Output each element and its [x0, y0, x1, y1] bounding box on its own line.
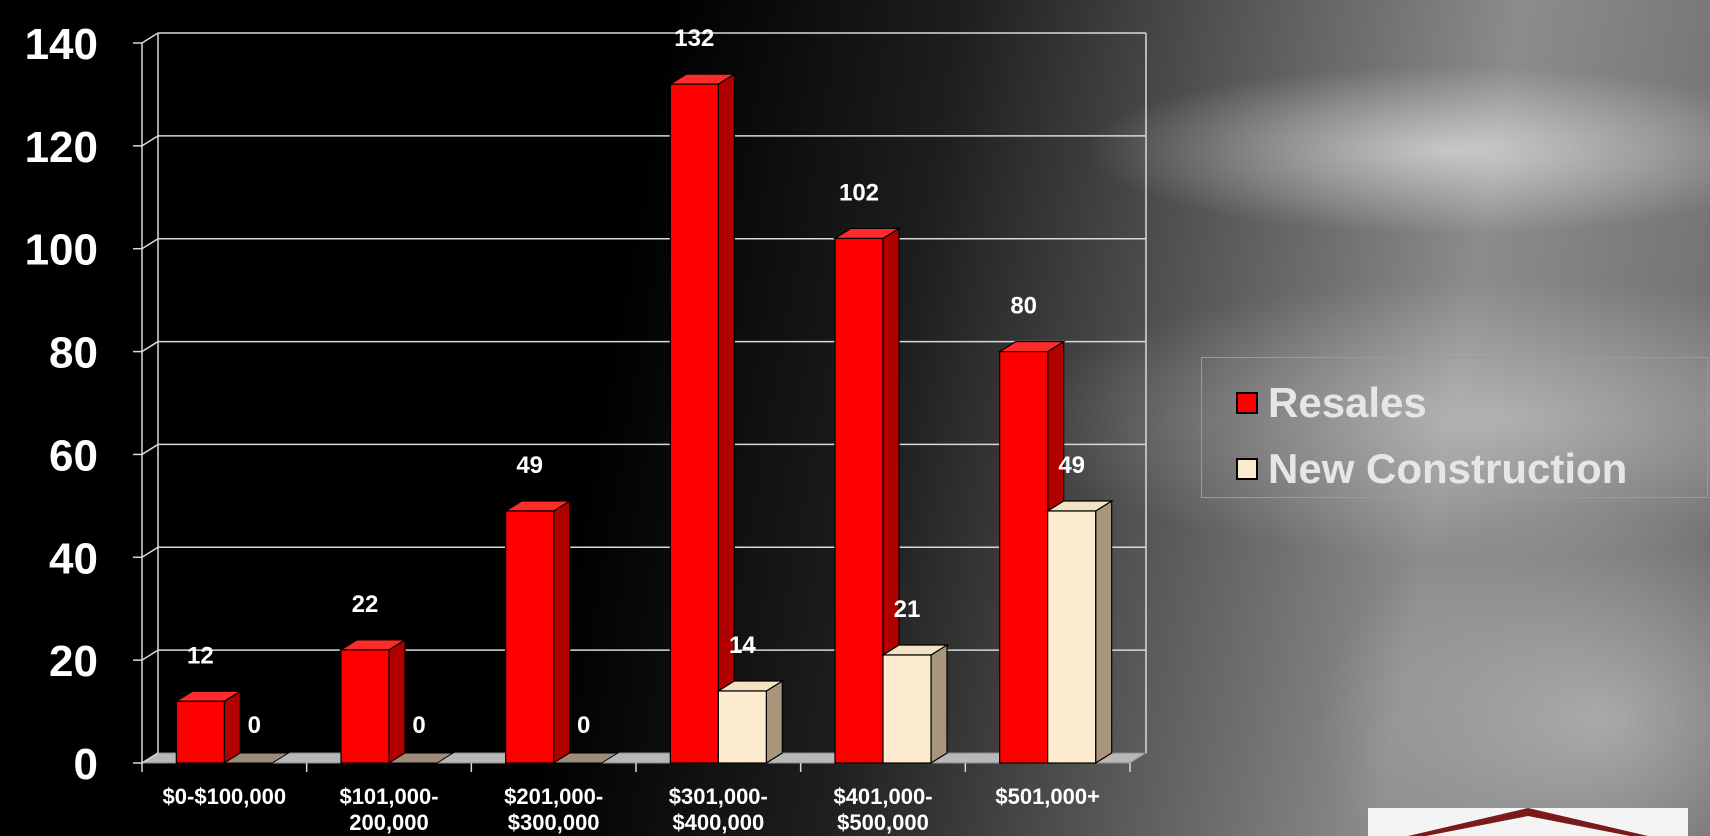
bar — [222, 752, 291, 764]
bar-side — [930, 643, 948, 765]
data-label: 0 — [577, 712, 590, 739]
y-tick-label: 20 — [49, 637, 98, 686]
chart-legend: Resales New Construction — [1201, 357, 1708, 498]
bar — [834, 237, 884, 764]
gridline-side — [141, 340, 159, 353]
gridline-side — [141, 32, 159, 44]
bar — [505, 510, 555, 764]
y-tick-label: 40 — [49, 534, 98, 583]
legend-label-resales: Resales — [1268, 379, 1427, 426]
bar — [999, 350, 1049, 764]
bar — [551, 752, 620, 764]
y-tick-label: 100 — [25, 226, 98, 275]
gridline-side — [141, 238, 159, 250]
bar-side — [765, 679, 783, 765]
data-label: 49 — [516, 452, 543, 479]
data-label: 80 — [1010, 293, 1037, 320]
data-label: 22 — [352, 591, 379, 618]
bar — [882, 654, 932, 764]
legend-label-new-construction: New Construction — [1268, 445, 1628, 492]
data-label: 0 — [412, 712, 425, 739]
data-label: 49 — [1058, 452, 1085, 479]
data-label: 14 — [729, 632, 756, 659]
y-tick-label: 120 — [25, 123, 98, 172]
legend-item-resales: Resales — [1236, 370, 1707, 436]
data-label: 132 — [674, 25, 714, 52]
house-logo — [1368, 808, 1688, 836]
bar-side — [553, 499, 571, 765]
legend-swatch-new-construction — [1236, 458, 1258, 480]
y-tick-label: 80 — [49, 329, 98, 378]
bar — [717, 690, 767, 764]
y-tick-label: 140 — [25, 20, 98, 69]
bar-side — [223, 690, 241, 765]
y-tick-label: 60 — [49, 431, 98, 480]
bar-side — [388, 638, 406, 765]
bar-side — [717, 73, 735, 765]
data-label: 21 — [894, 596, 921, 623]
bar — [1047, 510, 1097, 764]
x-tick-label: $201,000-$300,000 — [504, 784, 603, 835]
bar-side — [1095, 499, 1113, 765]
bar — [669, 83, 719, 764]
y-tick-label: 0 — [74, 740, 98, 789]
x-tick-label: $101,000-200,000 — [339, 784, 438, 835]
x-tick-label: $0-$100,000 — [163, 784, 287, 809]
gridline-side — [141, 752, 159, 764]
gridline-side — [141, 443, 159, 456]
x-tick-label: $301,000-$400,000 — [669, 784, 768, 835]
x-tick-label: $501,000+ — [995, 784, 1100, 809]
data-label: 12 — [187, 642, 214, 669]
data-label: 0 — [248, 712, 261, 739]
bar — [387, 752, 455, 764]
x-tick-label: $401,000-$500,000 — [833, 784, 932, 835]
bar — [340, 649, 390, 764]
chart-floor — [140, 752, 1148, 764]
gridline-side — [141, 649, 159, 661]
legend-item-new-construction: New Construction — [1236, 436, 1707, 502]
gridline-side — [141, 546, 159, 558]
legend-swatch-resales — [1236, 392, 1258, 414]
bar — [175, 700, 225, 764]
gridline-side — [141, 135, 159, 147]
data-label: 102 — [839, 179, 879, 206]
